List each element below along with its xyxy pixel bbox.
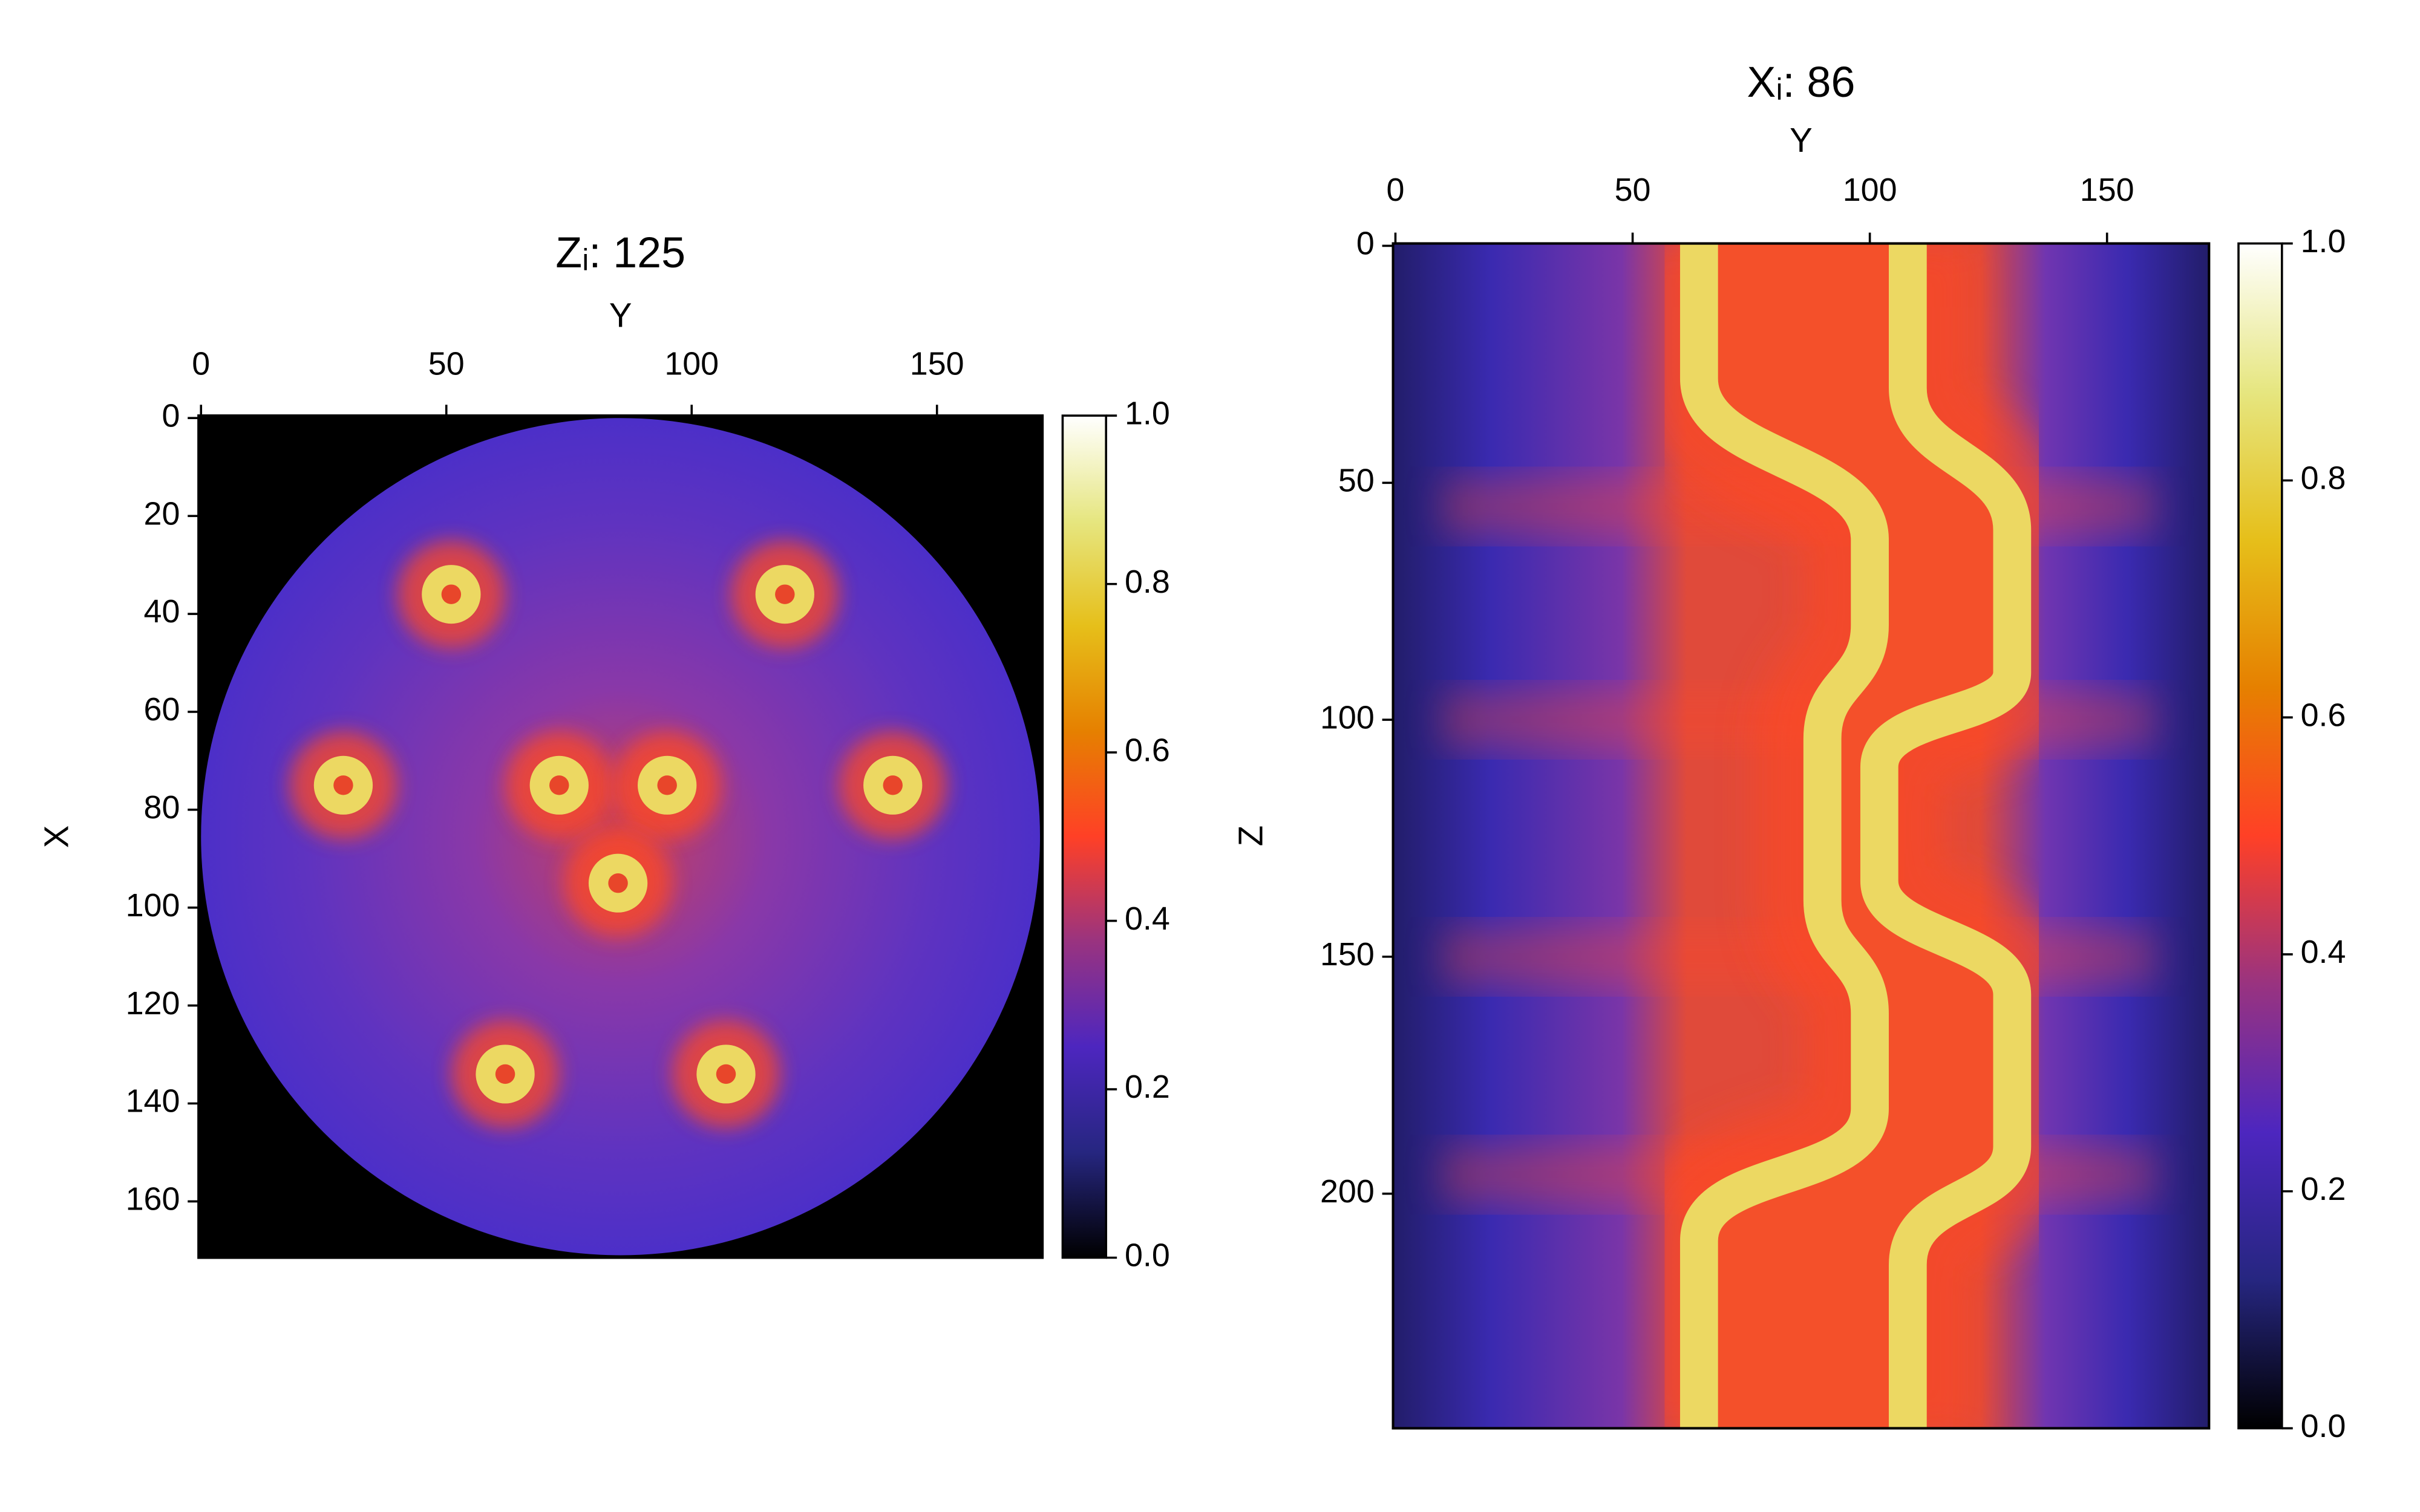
y-tick-label: 150 <box>1320 936 1375 973</box>
y-tick-label: 100 <box>126 887 180 924</box>
y-axis-label: Z <box>1232 826 1270 846</box>
heatmap-ring-core <box>441 584 462 604</box>
heatmap-ring-core <box>333 775 353 795</box>
panel: Xᵢ: 86 Y Z 0 50 100 150 0 50 100 150 200 0.0 0.2 0.4 0.… <box>1232 58 2346 1444</box>
x-axis-label: Y <box>1790 121 1813 159</box>
y-tick-label: 80 <box>144 789 180 826</box>
colorbar-tick-label: 0.4 <box>1125 901 1170 937</box>
x-axis-label: Y <box>609 296 632 334</box>
y-tick-label: 50 <box>1338 462 1375 498</box>
y-tick-label: 40 <box>144 593 180 630</box>
x-tick-label: 50 <box>1615 172 1651 208</box>
heatmap-core <box>1699 243 2012 1429</box>
colorbar-tick-label: 0.0 <box>2301 1408 2346 1444</box>
colorbar <box>2237 242 2283 1430</box>
y-tick-label: 120 <box>126 985 180 1022</box>
y-tick-label: 160 <box>126 1181 180 1217</box>
chart-title: Xᵢ: 86 <box>1747 58 1855 106</box>
colorbar-tick-label: 1.0 <box>1125 395 1170 431</box>
heatmap-ring-core <box>549 775 569 795</box>
chart-title: Zᵢ: 125 <box>555 229 685 277</box>
x-tick-label: 100 <box>664 345 719 382</box>
plot-frame <box>1392 242 2211 1430</box>
panel: Zᵢ: 125 Y X 0 50 100 150 0 20 40 60 80 100 120 140 160 0… <box>37 229 1169 1274</box>
x-tick-label: 0 <box>192 345 210 382</box>
colorbar <box>1061 414 1107 1259</box>
heatmap-tube <box>1679 243 1889 1429</box>
colorbar-tick-label: 0.0 <box>1125 1237 1170 1274</box>
colorbar-tick-label: 0.6 <box>1125 732 1170 768</box>
x-tick-label: 150 <box>2080 172 2134 208</box>
y-tick-label: 0 <box>162 397 180 434</box>
heatmap-ring-core <box>495 1064 515 1084</box>
x-tick-label: 50 <box>428 345 465 382</box>
y-tick-label: 0 <box>1356 226 1375 262</box>
colorbar-tick-label: 1.0 <box>2301 223 2346 259</box>
y-tick-label: 60 <box>144 691 180 728</box>
heatmap-ring-core <box>883 775 903 795</box>
y-tick-label: 100 <box>1320 699 1375 735</box>
y-tick-label: 20 <box>144 495 180 532</box>
heatmap-image <box>198 415 1043 1258</box>
heatmap-ring-core <box>716 1064 736 1084</box>
colorbar-tick-label: 0.2 <box>1125 1069 1170 1105</box>
y-tick-label: 140 <box>126 1083 180 1119</box>
x-tick-label: 0 <box>1387 172 1405 208</box>
colorbar-tick-label: 0.8 <box>1125 564 1170 600</box>
heatmap-ring-core <box>608 873 628 893</box>
colorbar-tick-label: 0.8 <box>2301 460 2346 497</box>
heatmap-ring-core <box>657 775 677 795</box>
x-tick-label: 100 <box>1843 172 1897 208</box>
heatmap-tube <box>1860 243 2032 1429</box>
y-axis-label: X <box>37 826 75 849</box>
heatmap-ring-core <box>775 584 795 604</box>
plot-frame <box>197 414 1044 1259</box>
colorbar-tick-label: 0.4 <box>2301 934 2346 970</box>
x-tick-label: 150 <box>910 345 964 382</box>
colorbar-tick-label: 0.6 <box>2301 697 2346 733</box>
y-tick-label: 200 <box>1320 1173 1375 1210</box>
heatmap-image <box>1393 243 2209 1429</box>
colorbar-tick-label: 0.2 <box>2301 1171 2346 1207</box>
